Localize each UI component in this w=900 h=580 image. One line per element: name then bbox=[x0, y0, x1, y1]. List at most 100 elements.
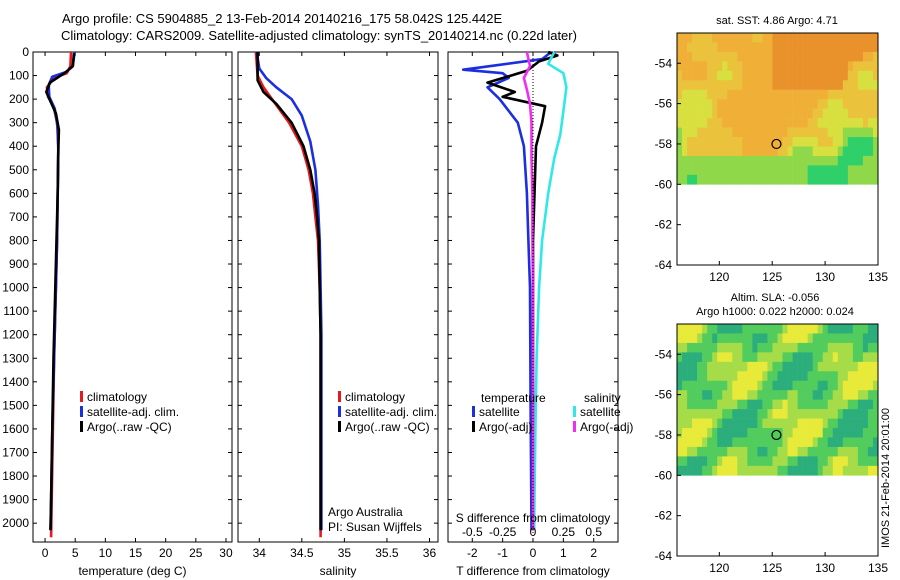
sla-map-cell bbox=[842, 371, 849, 382]
sla-map-cell bbox=[867, 437, 874, 448]
sst-map-cell bbox=[737, 99, 743, 109]
sst-map-cell bbox=[862, 108, 869, 119]
sla-map-cell bbox=[722, 399, 728, 410]
sst-map-cell bbox=[857, 33, 864, 43]
sla-map-cell bbox=[727, 342, 733, 353]
sst-map-cell bbox=[797, 80, 803, 91]
sst-map-cell bbox=[792, 118, 798, 128]
sla-map-cell bbox=[707, 333, 713, 344]
sla-map-cell bbox=[757, 437, 763, 448]
salinity-xtick-label: 36 bbox=[423, 546, 437, 560]
sst-map-cell bbox=[837, 127, 844, 138]
sla-map-cell bbox=[832, 437, 839, 448]
sla-map-cell bbox=[797, 371, 803, 382]
sst-map-cell bbox=[782, 108, 788, 119]
sla-map-cell bbox=[777, 399, 783, 410]
sla-map-cell bbox=[852, 342, 859, 353]
sla-map-cell bbox=[682, 409, 688, 419]
sla-map-cell bbox=[837, 324, 844, 334]
sla-map-cell bbox=[817, 437, 824, 448]
sla-map-cell bbox=[732, 324, 738, 334]
sst-map-cell bbox=[717, 99, 723, 109]
sla-map-cell bbox=[702, 418, 708, 429]
sst-map-cell bbox=[837, 33, 844, 43]
sla-map-cell bbox=[757, 399, 763, 410]
sst-map-cell bbox=[862, 146, 869, 157]
sla-map-cell bbox=[802, 380, 808, 391]
sla-map-cell bbox=[832, 399, 839, 410]
sla-map-cell bbox=[782, 324, 788, 334]
sst-map-cell bbox=[872, 89, 879, 100]
sst-map-cell bbox=[727, 165, 733, 176]
sla-map-cell bbox=[732, 437, 738, 448]
sst-map-cell bbox=[802, 165, 808, 176]
sst-map-cell bbox=[812, 51, 818, 62]
sst-map-cell bbox=[722, 108, 728, 119]
sst-map-cell bbox=[842, 99, 849, 109]
sst-map-cell bbox=[812, 165, 818, 176]
sla-map-cell bbox=[702, 352, 708, 363]
sst-map-cell bbox=[767, 108, 773, 119]
sst-map-cell bbox=[797, 42, 803, 53]
sst-map-cell bbox=[697, 42, 703, 53]
sst-map-cell bbox=[842, 174, 849, 185]
sst-map-cell bbox=[727, 137, 733, 147]
sla-map-cell bbox=[737, 371, 743, 382]
sla-map-cell bbox=[862, 409, 869, 419]
sst-map-cell bbox=[817, 155, 824, 166]
sst-map-cell bbox=[837, 89, 844, 100]
sst-map-cell bbox=[852, 80, 859, 91]
sst-map-cell bbox=[852, 89, 859, 100]
sst-map-cell bbox=[817, 42, 824, 53]
sst-map-cell bbox=[737, 155, 743, 166]
sla-map-cell bbox=[797, 446, 803, 457]
sla-map-cell bbox=[782, 371, 788, 382]
sla-map-cell bbox=[872, 361, 879, 372]
sla-map-cell bbox=[842, 428, 849, 438]
sla-map-cell bbox=[727, 371, 733, 382]
sst-map-cell bbox=[812, 80, 818, 91]
sst-map-cell bbox=[787, 118, 793, 128]
sst-map-cell bbox=[707, 42, 713, 53]
sla-map-cell bbox=[862, 361, 869, 372]
sst-map-cell bbox=[742, 155, 748, 166]
sst-map-cell bbox=[702, 165, 708, 176]
sst-map-cell bbox=[752, 61, 758, 72]
sla-map-cell bbox=[697, 390, 703, 400]
sla-map-cell bbox=[707, 456, 713, 467]
sst-map-cell bbox=[782, 70, 788, 81]
sla-map-cell bbox=[862, 342, 869, 353]
sla-map-cell bbox=[872, 428, 879, 438]
sla-map-cell bbox=[737, 342, 743, 353]
depth-tick-label: 1600 bbox=[2, 422, 29, 436]
temperature-xtick-label: 5 bbox=[72, 546, 79, 560]
sla-map-cell bbox=[737, 465, 743, 476]
sla-map-cell bbox=[872, 380, 879, 391]
depth-tick-label: 1400 bbox=[2, 375, 29, 389]
sla-map-cell bbox=[832, 342, 839, 353]
sst-map-cell bbox=[842, 155, 849, 166]
sst-map-cell bbox=[792, 61, 798, 72]
sla-map-cell bbox=[852, 446, 859, 457]
sst-map-cell bbox=[722, 165, 728, 176]
sst-map-cell bbox=[787, 165, 793, 176]
sla-map-cell bbox=[702, 333, 708, 344]
sst-map: -54 -56 -58 -60 -62 -64 120 125 130 135 sat. SST: … bbox=[655, 15, 889, 284]
sla-map-cell bbox=[837, 446, 844, 457]
sla-map-cell bbox=[772, 324, 778, 334]
sst-map-cell bbox=[837, 174, 844, 185]
sla-map-cell bbox=[697, 380, 703, 391]
sla-map-cell bbox=[822, 380, 829, 391]
sst-map-cell bbox=[682, 174, 688, 185]
sla-map-cell bbox=[692, 371, 698, 382]
sla-map-cell bbox=[802, 456, 808, 467]
sst-map-cell bbox=[777, 42, 783, 53]
sst-map-cell bbox=[702, 51, 708, 62]
sla-map-cell bbox=[822, 456, 829, 467]
sla-map-cell bbox=[872, 342, 879, 353]
sst-map-cell bbox=[867, 108, 874, 119]
sla-map-cell bbox=[812, 428, 818, 438]
sla-map-cell bbox=[727, 446, 733, 457]
sla-map-cell bbox=[712, 418, 718, 429]
sla-map-cell bbox=[717, 456, 723, 467]
